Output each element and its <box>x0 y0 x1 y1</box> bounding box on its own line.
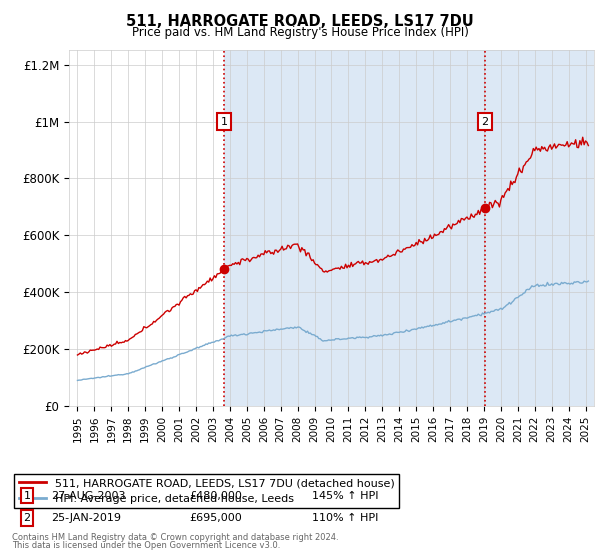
Text: Contains HM Land Registry data © Crown copyright and database right 2024.: Contains HM Land Registry data © Crown c… <box>12 533 338 542</box>
Text: Price paid vs. HM Land Registry's House Price Index (HPI): Price paid vs. HM Land Registry's House … <box>131 26 469 39</box>
Text: This data is licensed under the Open Government Licence v3.0.: This data is licensed under the Open Gov… <box>12 541 280 550</box>
Text: £480,000: £480,000 <box>189 491 242 501</box>
Text: £695,000: £695,000 <box>189 513 242 523</box>
Text: 1: 1 <box>23 491 31 501</box>
Text: 2: 2 <box>482 116 488 127</box>
Text: 145% ↑ HPI: 145% ↑ HPI <box>312 491 379 501</box>
Legend: 511, HARROGATE ROAD, LEEDS, LS17 7DU (detached house), HPI: Average price, detac: 511, HARROGATE ROAD, LEEDS, LS17 7DU (de… <box>14 474 400 508</box>
Text: 2: 2 <box>23 513 31 523</box>
Text: 1: 1 <box>220 116 227 127</box>
Text: 511, HARROGATE ROAD, LEEDS, LS17 7DU: 511, HARROGATE ROAD, LEEDS, LS17 7DU <box>126 14 474 29</box>
Bar <box>224 50 594 406</box>
Text: 110% ↑ HPI: 110% ↑ HPI <box>312 513 379 523</box>
Text: 27-AUG-2003: 27-AUG-2003 <box>51 491 125 501</box>
Text: 25-JAN-2019: 25-JAN-2019 <box>51 513 121 523</box>
